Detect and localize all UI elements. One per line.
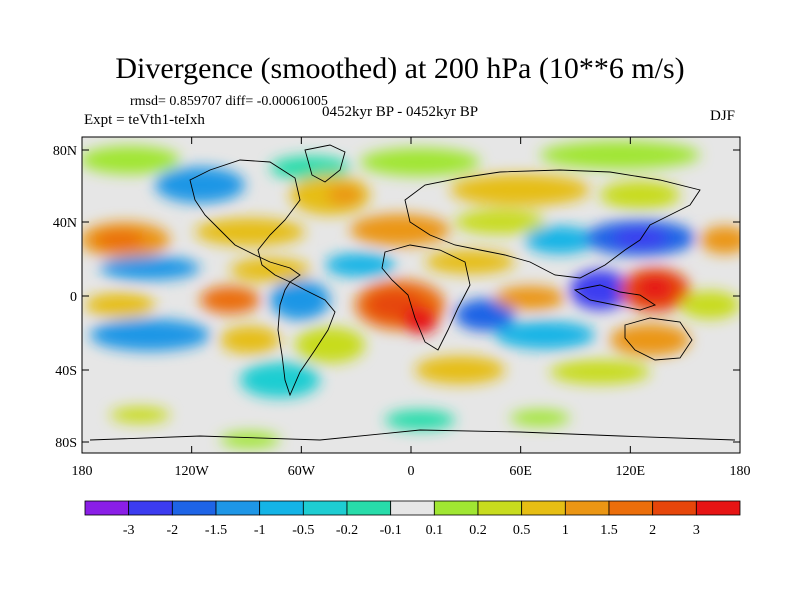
colorbar-swatch <box>652 500 697 516</box>
colorbar-swatch <box>171 500 217 516</box>
divergence-field <box>82 137 740 453</box>
colorbar-label: 0.5 <box>513 523 531 538</box>
colorbar-label: 2 <box>649 523 656 538</box>
colorbar-swatch <box>564 500 610 516</box>
colorbar-label: -0.5 <box>292 523 314 538</box>
lon-tick-label: 60E <box>509 464 532 479</box>
stats-line: rmsd= 0.859707 diff= -0.00061005 <box>130 94 328 109</box>
map-title: Divergence (smoothed) at 200 hPa (10**6 … <box>115 52 685 85</box>
lon-tick-label: 180 <box>72 464 93 479</box>
period-label: 0452kyr BP - 0452kyr BP <box>322 104 479 120</box>
colorbar-swatch <box>128 500 173 516</box>
lon-tick-label: 0 <box>408 464 415 479</box>
colorbar: -3 -2 -1.5 -1 -0.5 -0.2 -0.1 0.1 0.2 0.5 1 1.5 2 3 <box>84 500 741 538</box>
colorbar-swatch <box>215 500 261 516</box>
colorbar-label: -0.2 <box>336 523 358 538</box>
colorbar-label: -2 <box>166 523 178 538</box>
colorbar-label: -1.5 <box>205 523 227 538</box>
colorbar-swatch <box>695 500 741 516</box>
colorbar-label: -3 <box>123 523 135 538</box>
colorbar-swatch <box>477 500 523 516</box>
colorbar-swatch <box>346 500 392 516</box>
colorbar-label: 3 <box>693 523 700 538</box>
axis-labels: 80N 40N 0 40S 80S 180 120W 60W 0 60E 120E 180 <box>53 144 751 479</box>
colorbar-swatch <box>84 500 130 516</box>
colorbar-swatch <box>390 500 435 516</box>
colorbar-label: 1 <box>562 523 569 538</box>
lat-tick-label: 0 <box>70 290 77 305</box>
coastlines <box>89 144 736 441</box>
season-label: DJF <box>710 108 736 124</box>
experiment-label: Expt = teVth1-teIxh <box>84 112 205 128</box>
colorbar-swatch <box>433 500 479 516</box>
colorbar-swatch <box>608 500 654 516</box>
colorbar-label: -0.1 <box>380 523 402 538</box>
colorbar-label: 0.1 <box>426 523 444 538</box>
colorbar-label: 1.5 <box>600 523 618 538</box>
lon-tick-label: 120E <box>616 464 646 479</box>
colorbar-label: 0.2 <box>469 523 487 538</box>
colorbar-swatch <box>521 500 566 516</box>
colorbar-swatch <box>259 500 304 516</box>
colorbar-label: -1 <box>254 523 266 538</box>
lat-tick-label: 80S <box>55 436 77 451</box>
lat-tick-label: 40S <box>55 364 77 379</box>
lon-tick-label: 120W <box>175 464 210 479</box>
colorbar-swatch <box>302 500 348 516</box>
lat-tick-label: 80N <box>53 144 77 159</box>
lon-tick-label: 180 <box>730 464 751 479</box>
lon-tick-label: 60W <box>288 464 316 479</box>
lat-tick-label: 40N <box>53 216 77 231</box>
